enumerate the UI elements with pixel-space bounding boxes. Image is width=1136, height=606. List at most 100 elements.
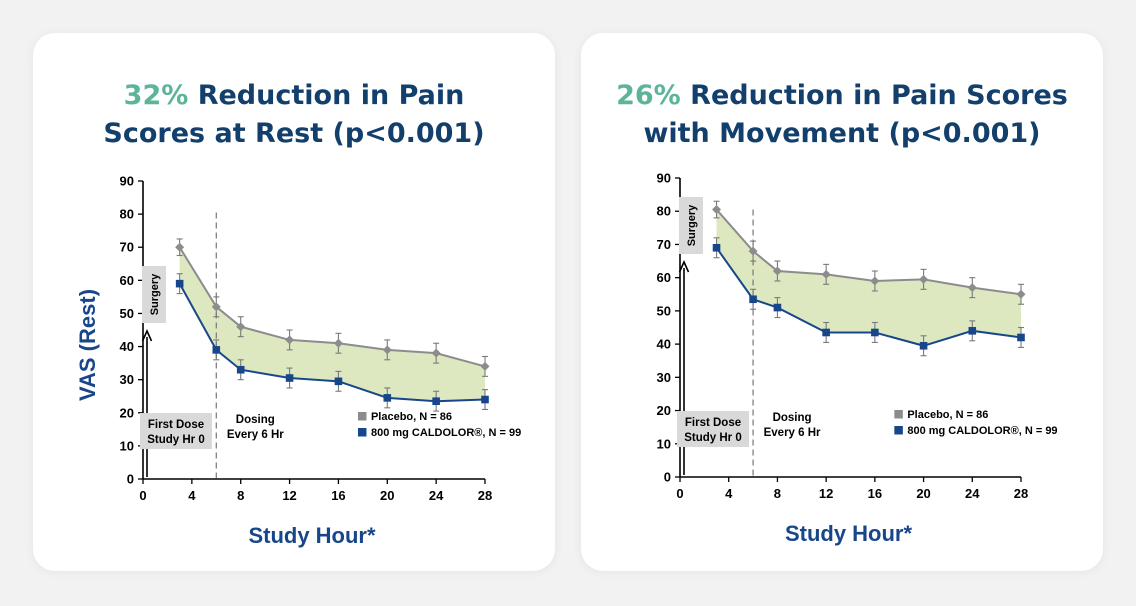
x-tick-label: 20 [380,488,394,503]
caldolor-data-point [285,374,294,382]
caldolor-data-point [749,295,757,304]
y-tick-label: 60 [657,270,671,285]
caldolor-data-point [968,327,977,335]
placebo-data-point [236,322,246,332]
placebo-data-point [821,269,831,279]
caldolor-data-point [1017,333,1025,342]
caldolor-data-point [334,377,343,386]
y-tick-label: 90 [657,171,671,186]
placebo-data-point [382,345,392,355]
x-tick-label: 0 [139,488,146,503]
y-tick-label: 0 [664,470,671,485]
y-tick-label: 30 [657,370,671,385]
y-tick-label: 50 [657,303,671,318]
legend-placebo-label: Placebo, N = 86 [371,411,452,423]
title-line-1: Reduction in Pain Scores [690,80,1068,111]
title-highlight: 32% [123,80,189,111]
x-tick-label: 28 [478,488,492,503]
x-tick-label: 24 [429,488,444,503]
title-line-2: with Movement (p<0.001) [643,118,1041,149]
placebo-data-point [919,274,929,284]
x-tick-label: 16 [868,486,882,501]
first-dose-box [140,413,212,449]
caldolor-series-line [178,283,486,403]
caldolor-data-point [432,397,440,405]
y-tick-label: 60 [120,273,134,288]
caldolor-data-point [481,395,489,404]
placebo-data-point [772,266,782,276]
placebo-data-point [431,348,441,358]
surgery-label: Surgery [149,273,161,315]
dosing-label-line-2: Every 6 Hr [764,427,821,439]
y-tick-label: 20 [120,405,134,420]
caldolor-data-point [175,279,184,288]
chart-card-movement: 26% Reduction in Pain Scores with Moveme… [581,33,1103,571]
chart-title-rest: 32% Reduction in Pain Scores at Rest (p<… [33,77,555,153]
legend-caldolor-label: 800 mg CALDOLOR®, N = 99 [371,427,521,439]
legend-placebo-swatch [894,410,903,419]
y-tick-label: 80 [657,204,671,219]
placebo-data-point [175,242,185,252]
x-axis-title: Study Hour* [248,523,376,548]
title-highlight: 26% [616,80,681,111]
placebo-data-point [211,302,221,312]
x-tick-label: 16 [331,488,345,503]
dosing-label-line-1: Dosing [236,414,275,426]
dosing-label-line-2: Every 6 Hr [227,429,284,441]
caldolor-data-point [919,341,928,350]
x-tick-label: 4 [725,486,733,501]
x-tick-label: 12 [819,486,833,501]
y-tick-label: 0 [127,472,134,487]
caldolor-data-point [773,303,782,312]
x-tick-label: 4 [188,488,196,503]
legend-caldolor-swatch [357,428,367,437]
first-dose-label-line-2: Study Hr 0 [147,434,205,446]
y-tick-label: 90 [120,174,134,189]
y-tick-label: 50 [120,306,134,321]
placebo-data-point [870,276,880,286]
caldolor-data-point [383,394,392,402]
y-tick-label: 70 [657,237,671,252]
caldolor-data-point [871,328,879,337]
vas-rest-line-chart: 0 10 20 30 40 50 60 70 80 90 0 4 8 12 16 20 24 28 Study Ho… [75,174,521,549]
legend-placebo-swatch [357,412,367,421]
difference-shaded-area [179,247,485,402]
legend-placebo-label: Placebo, N = 86 [907,409,988,421]
caldolor-data-point [236,365,245,374]
surgery-box [142,266,166,323]
placebo-data-point [1016,289,1026,299]
chart-card-rest: 32% Reduction in Pain Scores at Rest (p<… [33,33,555,571]
placebo-data-point [712,205,722,215]
x-tick-label: 12 [282,488,296,503]
x-tick-label: 24 [965,486,980,501]
first-dose-box [677,411,749,447]
caldolor-data-point [212,346,221,354]
x-tick-label: 8 [774,486,781,501]
y-tick-label: 10 [657,436,671,451]
caldolor-series-line [715,247,1022,347]
chart-title-movement: 26% Reduction in Pain Scores with Moveme… [581,77,1103,153]
title-line-1: Reduction in Pain [197,80,465,111]
difference-shaded-area [716,209,1021,346]
caldolor-data-point [712,243,721,252]
y-axis-title: VAS (Rest) [75,289,100,401]
x-tick-label: 20 [916,486,930,501]
y-tick-label: 80 [120,207,134,222]
y-tick-label: 20 [657,403,671,418]
y-tick-label: 10 [120,438,134,453]
x-axis-title: Study Hour* [785,521,913,546]
surgery-box [679,197,703,254]
x-tick-label: 28 [1014,486,1028,501]
placebo-data-point [333,338,343,348]
placebo-data-point [967,283,977,293]
y-tick-label: 30 [120,372,134,387]
y-tick-label: 40 [657,337,671,352]
placebo-series-line [178,246,486,368]
y-tick-label: 40 [120,339,134,354]
first-dose-arrowhead [141,329,153,342]
x-tick-label: 8 [237,488,244,503]
legend-caldolor-swatch [894,426,903,435]
vas-movement-line-chart: 0 10 20 30 40 50 60 70 80 90 0 4 8 12 16 20 24 28 Study Ho… [657,171,1058,547]
surgery-label: Surgery [686,204,698,246]
first-dose-label-line-1: First Dose [685,417,741,429]
